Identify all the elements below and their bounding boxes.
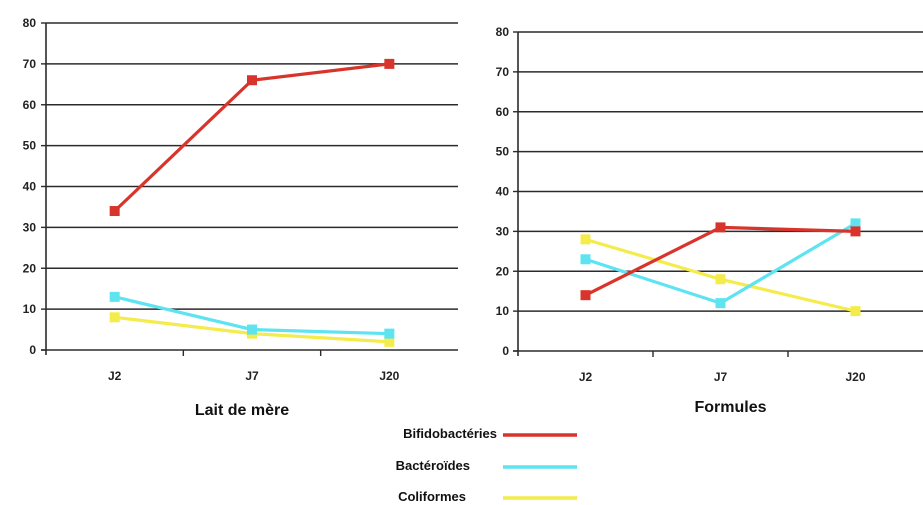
- y-tick-label: 0: [502, 344, 509, 358]
- y-tick-label: 60: [496, 105, 510, 119]
- data-point: [109, 291, 120, 302]
- chart-panel-1: 0 10 20 30 40 50 60 70 80 J2 J7 J20 Lait de mère: [23, 16, 458, 419]
- y-tick-label: 10: [23, 302, 37, 316]
- data-point: [580, 234, 591, 245]
- legend-label: Bifidobactéries: [403, 426, 497, 441]
- y-tick-label: 50: [496, 145, 510, 159]
- y-tick-label: 40: [23, 180, 37, 194]
- data-point: [109, 312, 120, 323]
- y-tick-label: 0: [29, 343, 36, 357]
- y-tick-label: 50: [23, 139, 37, 153]
- data-point: [580, 290, 591, 301]
- y-tick-label: 30: [496, 224, 510, 238]
- legend-label: Bactéroïdes: [396, 458, 470, 473]
- x-tick-label: J20: [845, 370, 865, 384]
- data-point: [715, 274, 726, 285]
- series-line-bactéroïdes: [585, 222, 857, 305]
- y-tick-label: 20: [496, 264, 510, 278]
- data-point: [384, 58, 395, 69]
- data-point: [715, 298, 726, 309]
- data-point: [384, 336, 395, 347]
- chart-panel-2: 0 10 20 30 40 50 60 70 80 J2 J7 J20 Formules: [496, 25, 923, 416]
- chart-title: Lait de mère: [195, 402, 289, 419]
- data-point: [850, 306, 861, 317]
- x-tick-label: J20: [379, 369, 399, 383]
- data-point: [109, 206, 120, 217]
- legend-label: Coliformes: [398, 489, 466, 504]
- x-tick-label: J7: [245, 369, 259, 383]
- data-point: [247, 75, 257, 86]
- data-point: [580, 254, 591, 265]
- y-tick-label: 70: [496, 65, 510, 79]
- data-point: [850, 226, 861, 237]
- y-tick-label: 20: [23, 261, 37, 275]
- y-tick-label: 80: [496, 25, 510, 39]
- legend: Bifidobactéries Bactéroïdes Coliformes: [396, 426, 577, 504]
- series-line-bifidobactéries: [584, 225, 856, 297]
- y-tick-label: 60: [23, 98, 37, 112]
- x-tick-label: J7: [714, 370, 728, 384]
- data-point: [850, 218, 861, 229]
- series-line-bifidobactéries: [113, 62, 390, 213]
- data-point: [384, 328, 395, 339]
- y-tick-label: 70: [23, 57, 37, 71]
- y-tick-label: 40: [496, 185, 510, 199]
- y-tick-label: 10: [496, 304, 510, 318]
- data-point: [715, 222, 726, 233]
- data-point: [247, 324, 257, 335]
- chart-title: Formules: [694, 399, 766, 416]
- x-tick-label: J2: [108, 369, 122, 383]
- y-tick-label: 80: [23, 16, 37, 30]
- x-tick-label: J2: [579, 370, 593, 384]
- y-tick-label: 30: [23, 220, 37, 234]
